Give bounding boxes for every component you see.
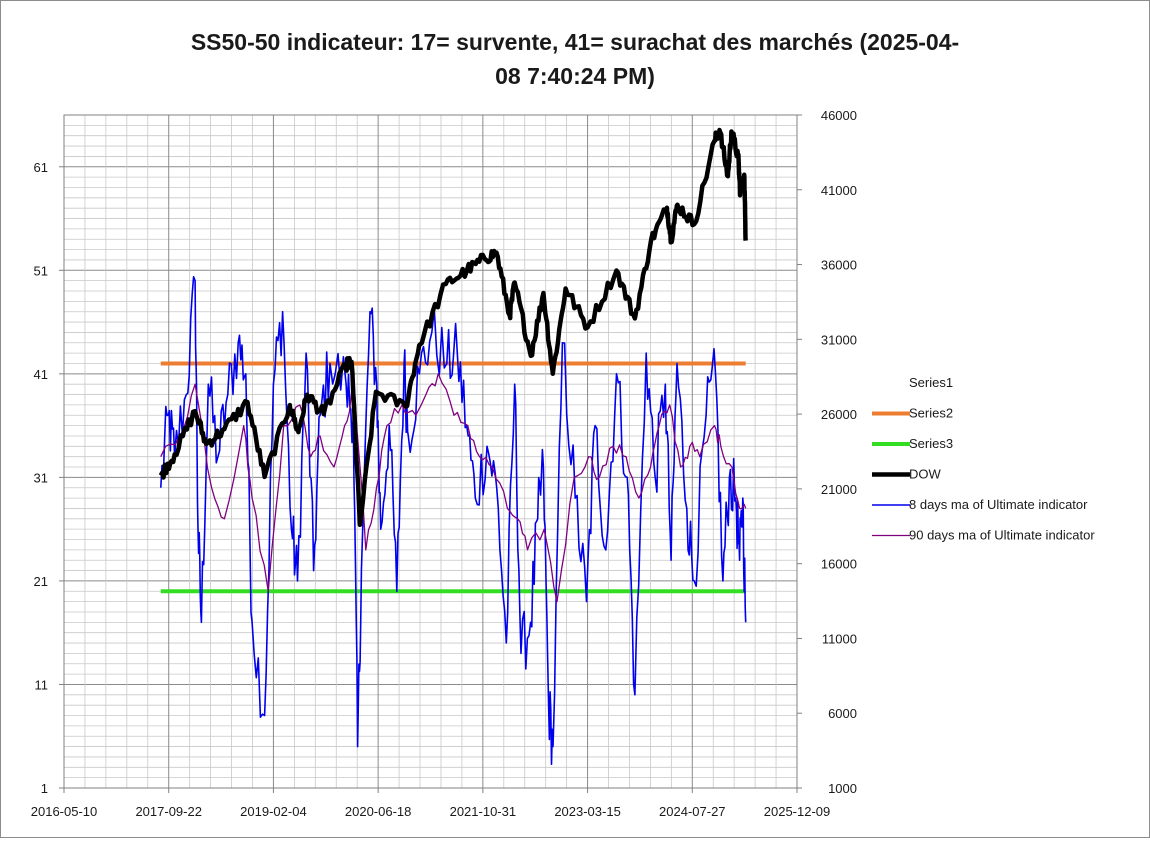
- x-tick-label: 2017-09-22: [135, 804, 202, 819]
- series-layer: [158, 127, 748, 765]
- x-tick-label: 2024-07-27: [659, 804, 726, 819]
- y-left-tick-label: 11: [35, 677, 49, 692]
- y-right-tick-label: 11000: [822, 631, 857, 646]
- plot-area-border: [63, 114, 798, 789]
- legend-label: 90 days ma of Ultimate indicator: [909, 528, 1095, 543]
- series-line-8-days-ma-of-ultimate-indicator: [160, 276, 747, 765]
- y-left-tick-label: 1: [41, 781, 48, 796]
- series-line-90-days-ma-of-ultimate-indicator: [160, 373, 747, 603]
- y-right-tick-label: 16000: [821, 557, 857, 572]
- y-right-tick-label: 1000: [828, 781, 857, 796]
- series-line-dow: [158, 127, 748, 528]
- y-left-tick-label: 61: [34, 160, 48, 175]
- y-right-tick-label: 26000: [821, 407, 857, 422]
- y-right-tick-label: 41000: [821, 183, 857, 198]
- legend-label: DOW: [909, 467, 942, 482]
- x-tick-label: 2023-03-15: [554, 804, 621, 819]
- y-right-tick-label: 36000: [821, 258, 857, 273]
- x-tick-label: 2016-05-10: [31, 804, 98, 819]
- legend-label: Series1: [909, 375, 953, 390]
- y-right-tick-label: 6000: [828, 706, 857, 721]
- legend-label: Series2: [909, 406, 953, 421]
- y-right-tick-label: 31000: [821, 332, 857, 347]
- chart-title-line2: 08 7:40:24 PM): [495, 63, 655, 89]
- y-right-tick-label: 46000: [821, 108, 857, 123]
- x-tick-label: 2021-10-31: [450, 804, 517, 819]
- y-left-tick-label: 41: [34, 367, 48, 382]
- chart-title-line1: SS50-50 indicateur: 17= survente, 41= su…: [191, 29, 959, 55]
- x-tick-label: 2019-02-04: [240, 804, 307, 819]
- x-tick-label: 2020-06-18: [345, 804, 412, 819]
- y-left-tick-label: 21: [34, 574, 48, 589]
- x-tick-label: 2025-12-09: [764, 804, 831, 819]
- legend-label: Series3: [909, 436, 953, 451]
- legend-label: 8 days ma of Ultimate indicator: [909, 497, 1088, 512]
- y-left-tick-label: 51: [34, 263, 48, 278]
- legend: Series1 Series2 Series3 DOW 8 days ma of Ult…: [872, 375, 1095, 543]
- y-left-tick-label: 31: [34, 470, 48, 485]
- y-right-tick-label: 21000: [821, 482, 857, 497]
- axes: 2016-05-10 2017-09-22 2019-02-04 2020-06-18…: [31, 108, 857, 819]
